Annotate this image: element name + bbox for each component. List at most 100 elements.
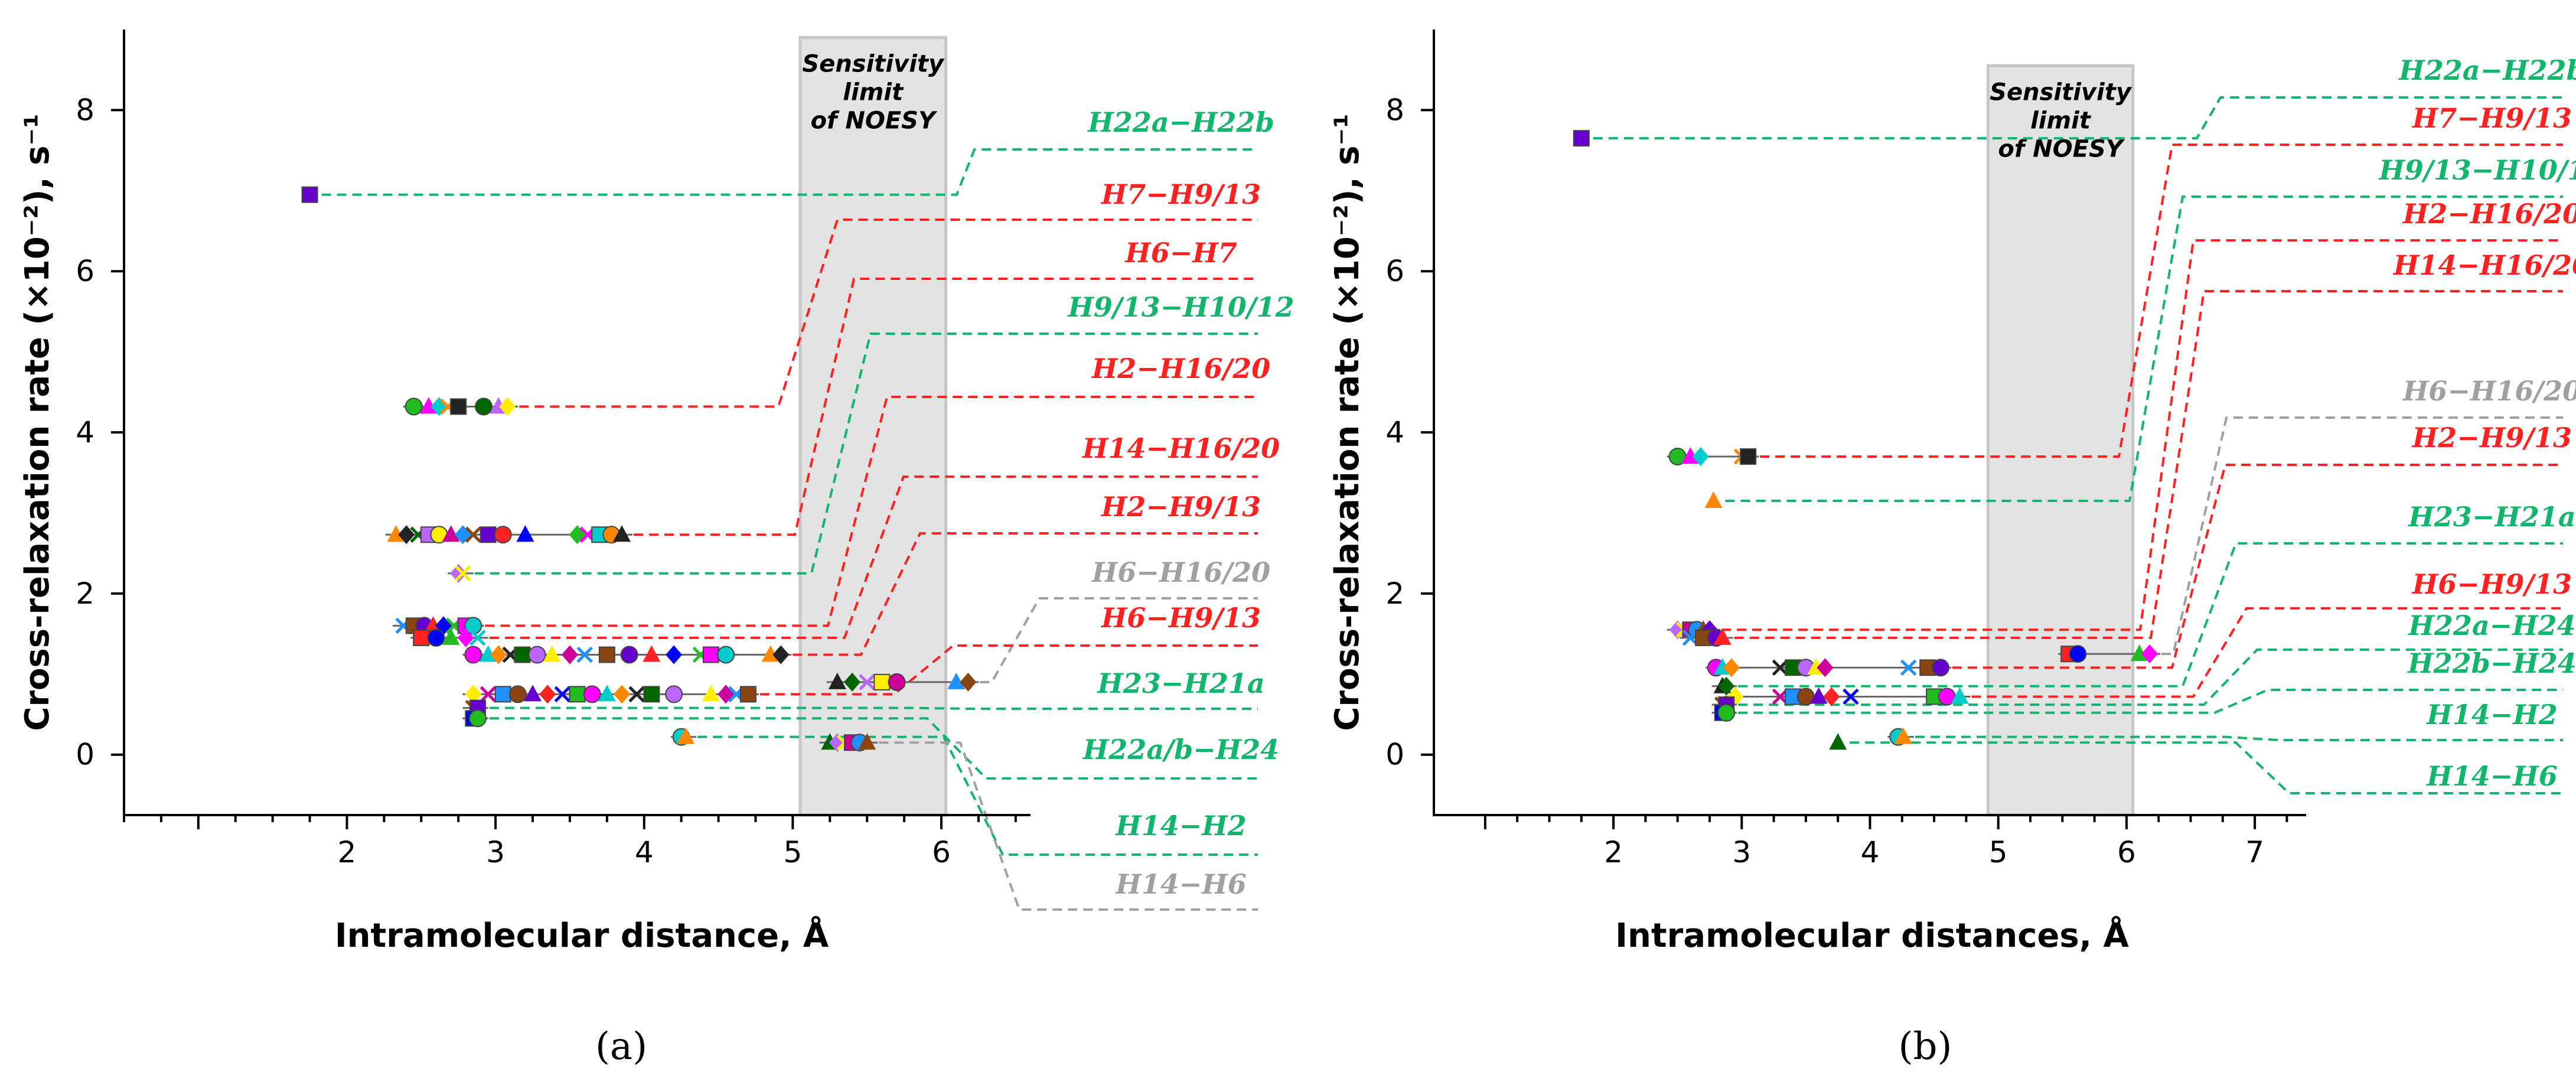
pair-label: H2−H16/20 — [2402, 198, 2576, 230]
y-tick-label: 8 — [1385, 93, 1404, 127]
data-point — [666, 645, 683, 664]
pair-label: H7−H9/13 — [2411, 102, 2572, 134]
data-point — [628, 686, 645, 703]
data-point — [2069, 645, 2087, 663]
data-point — [1951, 687, 1969, 704]
data-point — [844, 672, 861, 692]
sensitivity-text-b-2: limit — [2030, 107, 2092, 134]
data-point — [583, 685, 601, 703]
data-point — [598, 685, 616, 702]
data-point — [499, 397, 516, 416]
data-point — [569, 686, 586, 703]
data-point — [413, 629, 430, 646]
sensitivity-band-b — [1986, 64, 2135, 817]
y-tick-label: 6 — [76, 254, 94, 288]
y-axis-title-b: Cross-relaxation rate (×10⁻²), s⁻¹ — [1328, 113, 1367, 731]
data-point — [576, 646, 593, 663]
y-tick-label: 8 — [76, 93, 94, 127]
data-point — [450, 398, 467, 415]
pair-label: H22a−H24 — [2407, 610, 2575, 641]
data-point — [1704, 491, 1723, 508]
data-point — [561, 645, 578, 664]
data-point — [465, 526, 482, 543]
pair-label: H14−H2 — [1114, 810, 1247, 842]
data-point — [2141, 644, 2158, 664]
data-point — [539, 685, 556, 704]
leader-line — [485, 396, 1258, 627]
pair-label: H22a−H22b — [1087, 106, 1274, 138]
pair-label: H14−H16/20 — [2392, 249, 2576, 281]
data-point — [454, 565, 471, 582]
data-point — [772, 645, 790, 664]
data-point — [665, 685, 683, 703]
leader-line — [1738, 689, 2563, 714]
data-point — [702, 646, 719, 663]
leader-line — [879, 741, 1258, 911]
data-point — [859, 674, 875, 690]
panel-label-a: (a) — [595, 1025, 647, 1068]
panel-a: Sensitivity limit of NOESY H22a−H22b H7−H… — [18, 30, 1294, 1068]
data-point — [612, 525, 631, 542]
pair-label: H7−H9/13 — [1100, 178, 1261, 210]
data-point — [469, 630, 486, 646]
data-point — [947, 672, 966, 689]
leader-line — [1850, 741, 2563, 794]
x-tick-label: 5 — [1989, 835, 2008, 869]
data-point — [464, 646, 482, 664]
data-point — [465, 685, 482, 704]
data-point — [1900, 659, 1917, 676]
pair-label: H2−H16/20 — [1091, 353, 1270, 385]
data-point — [598, 646, 615, 663]
leader-line — [1738, 649, 2563, 706]
data-point — [2130, 644, 2148, 662]
data-point — [301, 186, 318, 203]
data-point — [508, 685, 527, 703]
ticks-b: 0 2 4 6 8 2 3 4 5 6 7 — [1385, 93, 2288, 869]
pair-label: H2−H9/13 — [2411, 422, 2572, 454]
data-point — [717, 646, 735, 664]
data-point — [405, 397, 423, 416]
data-point — [514, 646, 531, 663]
data-point — [1669, 620, 1686, 640]
sensitivity-text-a-2: limit — [843, 79, 904, 106]
x-axis-title-b: Intramolecular distances, Å — [1615, 916, 2129, 955]
data-point — [761, 645, 780, 662]
data-point — [1843, 688, 1859, 705]
y-tick-label: 4 — [1385, 415, 1404, 449]
data-point — [1829, 733, 1847, 750]
pair-label: H14−H6 — [1114, 868, 1247, 900]
data-point — [1573, 130, 1590, 147]
leader-line — [519, 219, 1258, 408]
y-axis-title-a: Cross-relaxation rate (×10⁻²), s⁻¹ — [18, 113, 57, 731]
y-tick-label: 2 — [1385, 576, 1404, 611]
y-tick-label: 0 — [1385, 738, 1404, 772]
leader-line — [633, 278, 1258, 536]
y-tick-label: 4 — [76, 415, 94, 449]
x-tick-label: 7 — [2245, 835, 2264, 869]
leader-line — [489, 706, 1258, 710]
y-tick-label: 6 — [1385, 254, 1404, 288]
data-point — [468, 709, 487, 728]
data-point — [528, 646, 546, 664]
data-point — [677, 727, 695, 744]
data-point — [620, 646, 638, 664]
data-point — [543, 645, 561, 662]
data-point — [643, 645, 661, 662]
data-point — [442, 525, 460, 542]
data-point — [702, 685, 720, 702]
sensitivity-text-a-1: Sensitivity — [802, 51, 945, 78]
data-point — [1717, 703, 1736, 722]
y-tick-label: 2 — [76, 576, 94, 611]
leader-line — [1725, 196, 2563, 502]
data-points-b — [1573, 130, 2161, 750]
y-tick-label: 0 — [76, 738, 94, 772]
pair-label: H22b−H24 — [2407, 647, 2576, 679]
pair-label: H9/13−H10/12 — [2378, 154, 2576, 186]
data-point — [1809, 687, 1828, 704]
data-point — [474, 397, 493, 416]
data-point — [442, 628, 460, 645]
pair-label: H14−H2 — [2425, 699, 2558, 731]
leader-line — [1952, 464, 2563, 669]
data-point — [524, 685, 542, 702]
